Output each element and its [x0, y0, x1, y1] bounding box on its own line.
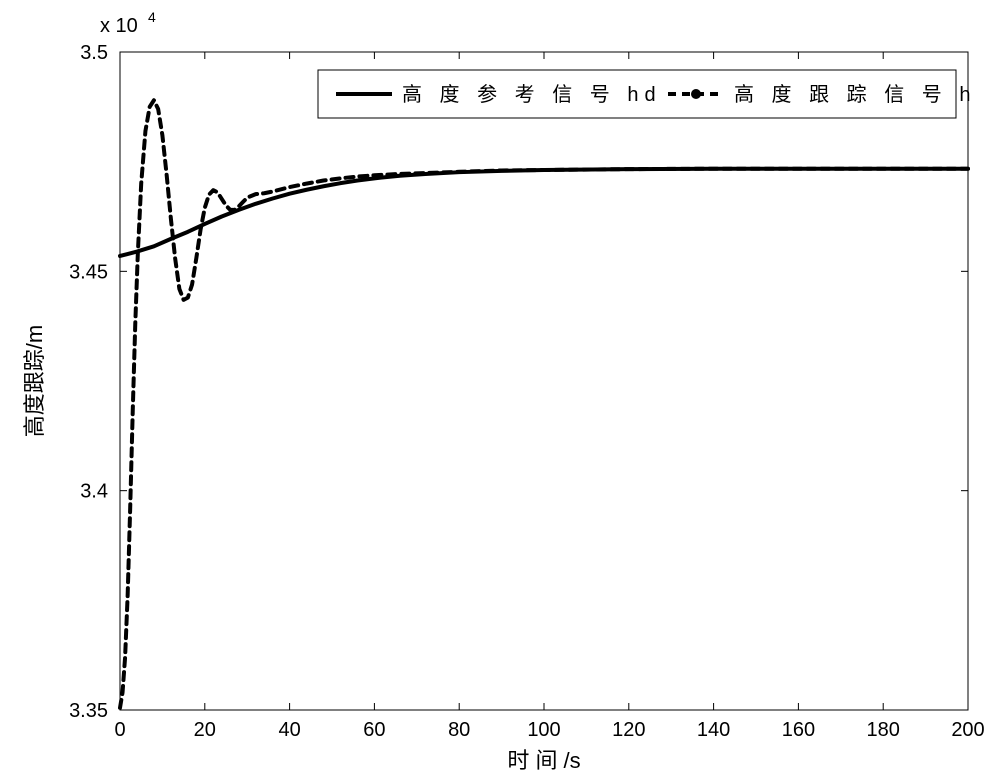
- x-tick-label: 80: [448, 719, 470, 741]
- svg-text:x 10: x 10: [100, 15, 138, 37]
- y-tick-label: 3.35: [69, 700, 108, 722]
- x-tick-label: 100: [527, 719, 560, 741]
- chart-svg: 0 20 40 60 80 100 120 140 160 180 200 3.35 3.4 3.45 3.…: [0, 0, 1000, 778]
- y-tick-label: 3.5: [80, 42, 108, 64]
- legend-label-hd: 高 度 参 考 信 号 hd: [402, 83, 662, 106]
- y-tick-label: 3.45: [69, 261, 108, 283]
- x-tick-label: 20: [194, 719, 216, 741]
- x-tick-label: 200: [951, 719, 984, 741]
- legend: 高 度 参 考 信 号 hd 高 度 跟 踪 信 号 h: [318, 70, 976, 118]
- legend-label-h: 高 度 跟 踪 信 号 h: [734, 83, 976, 106]
- altitude-tracking-chart: 0 20 40 60 80 100 120 140 160 180 200 3.35 3.4 3.45 3.…: [0, 0, 1000, 778]
- x-axis-label: 时 间 /s: [507, 748, 580, 773]
- x-tick-label: 0: [114, 719, 125, 741]
- x-tick-label: 120: [612, 719, 645, 741]
- svg-text:4: 4: [148, 9, 156, 25]
- x-tick-label: 60: [363, 719, 385, 741]
- x-tick-label: 140: [697, 719, 730, 741]
- y-axis-label: 高度跟踪/m: [22, 325, 47, 437]
- x-tick-label: 40: [278, 719, 300, 741]
- x-tick-label: 160: [782, 719, 815, 741]
- x-tick-label: 180: [867, 719, 900, 741]
- y-tick-label: 3.4: [80, 481, 108, 503]
- y-exponent-label: x 10 4: [100, 9, 156, 37]
- legend-marker-h: [691, 89, 701, 99]
